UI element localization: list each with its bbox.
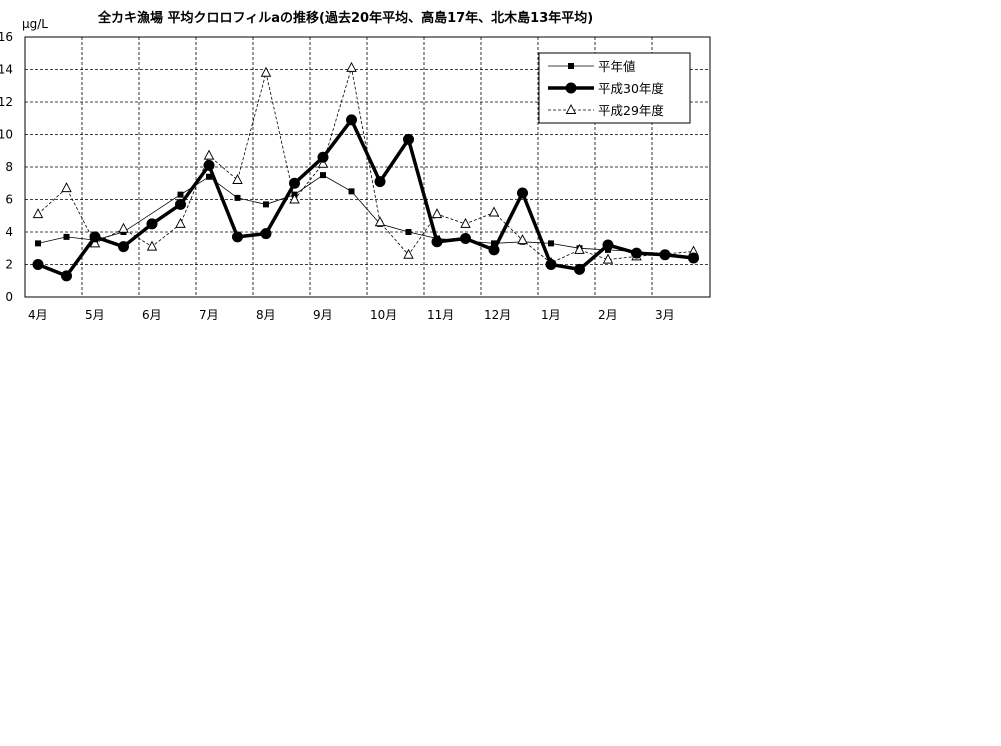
data-point [431,236,443,248]
data-point [32,208,44,219]
data-point [289,177,300,189]
data-point [348,188,355,195]
data-point [317,157,329,168]
data-point [203,159,215,171]
data-point [602,253,614,264]
data-point [488,244,500,256]
data-point [234,194,241,201]
data-point [146,240,158,251]
data-point [374,216,386,227]
data-point [403,133,414,145]
x-tick-label: 9月 [313,308,333,322]
plot-area-frame [24,36,711,298]
data-point [688,252,699,264]
data-point [289,193,300,204]
data-point [175,217,186,228]
x-tick-label: 10月 [370,308,397,322]
x-tick-label: 4月 [28,308,48,322]
data-point [374,176,386,188]
y-tick-label: 2 [5,258,13,272]
y-tick-label: 8 [5,160,13,174]
y-tick-label: 16 [0,30,13,44]
data-point [488,206,500,217]
legend-marker [568,63,574,69]
data-point [35,240,41,247]
x-tick-label: 8月 [256,308,276,322]
data-point [431,208,443,219]
x-tick-label: 1月 [541,308,561,322]
data-point [146,218,158,230]
data-point [63,233,70,240]
y-tick-label: 0 [5,290,13,304]
data-point [346,61,357,72]
y-tick-label: 6 [5,193,13,207]
data-point [574,263,585,275]
x-tick-label: 12月 [484,308,511,322]
data-point [61,182,72,193]
data-point [405,229,412,235]
axis-labels: 0 2 4 6 8 10 12 14 16 4月 5月 6月 7月 8月 9月 10月 11月 12月 1月 2月 3月 [0,30,675,322]
x-tick-label: 5月 [85,308,105,322]
data-point [602,239,614,251]
data-point [403,248,414,259]
chart-title: 全カキ漁場 平均クロロフィルaの推移(過去20年平均、高島17年、北木島13年平… [97,10,593,26]
x-tick-label: 3月 [655,308,675,322]
data-point [89,231,101,243]
y-tick-label: 4 [5,225,13,239]
data-point [460,217,471,228]
x-tick-label: 6月 [142,308,162,322]
legend-marker [565,104,577,114]
data-point [320,172,326,179]
series-square [35,172,697,260]
data-point [548,240,554,247]
y-tick-label: 12 [0,95,13,109]
data-point [232,231,243,243]
data-point [175,198,186,210]
data-point [317,151,329,163]
series-line [37,174,694,257]
data-point [118,241,129,253]
data-point [491,240,497,247]
data-point [659,249,671,261]
data-point [574,243,585,254]
data-point [260,228,272,240]
x-tick-label: 2月 [598,308,618,322]
data-point [346,114,357,126]
x-tick-label: 7月 [199,308,219,322]
data-point [203,149,215,160]
legend-label: 平年値 [598,59,636,74]
y-axis-unit-label: μg/L [22,17,48,31]
data-point [177,191,184,198]
data-point [517,234,528,245]
data-point [232,174,243,184]
data-point [260,66,272,77]
series-line [37,116,694,279]
legend-marker [565,82,577,94]
data-point [263,201,269,208]
series-circle [32,114,699,282]
legend-label: 平成29年度 [598,103,664,118]
data-point [118,222,129,233]
data-point [545,259,557,270]
data-point [206,173,212,180]
data-point [631,247,642,259]
x-tick-label: 11月 [427,308,454,322]
data-point [460,233,471,244]
legend-label: 平成30年度 [598,81,664,96]
legend-box [538,52,691,124]
series-lines [32,61,699,282]
y-tick-label: 14 [0,63,13,77]
data-point [517,187,528,199]
data-point [61,270,72,282]
data-point [32,259,44,270]
y-tick-label: 10 [0,128,13,142]
